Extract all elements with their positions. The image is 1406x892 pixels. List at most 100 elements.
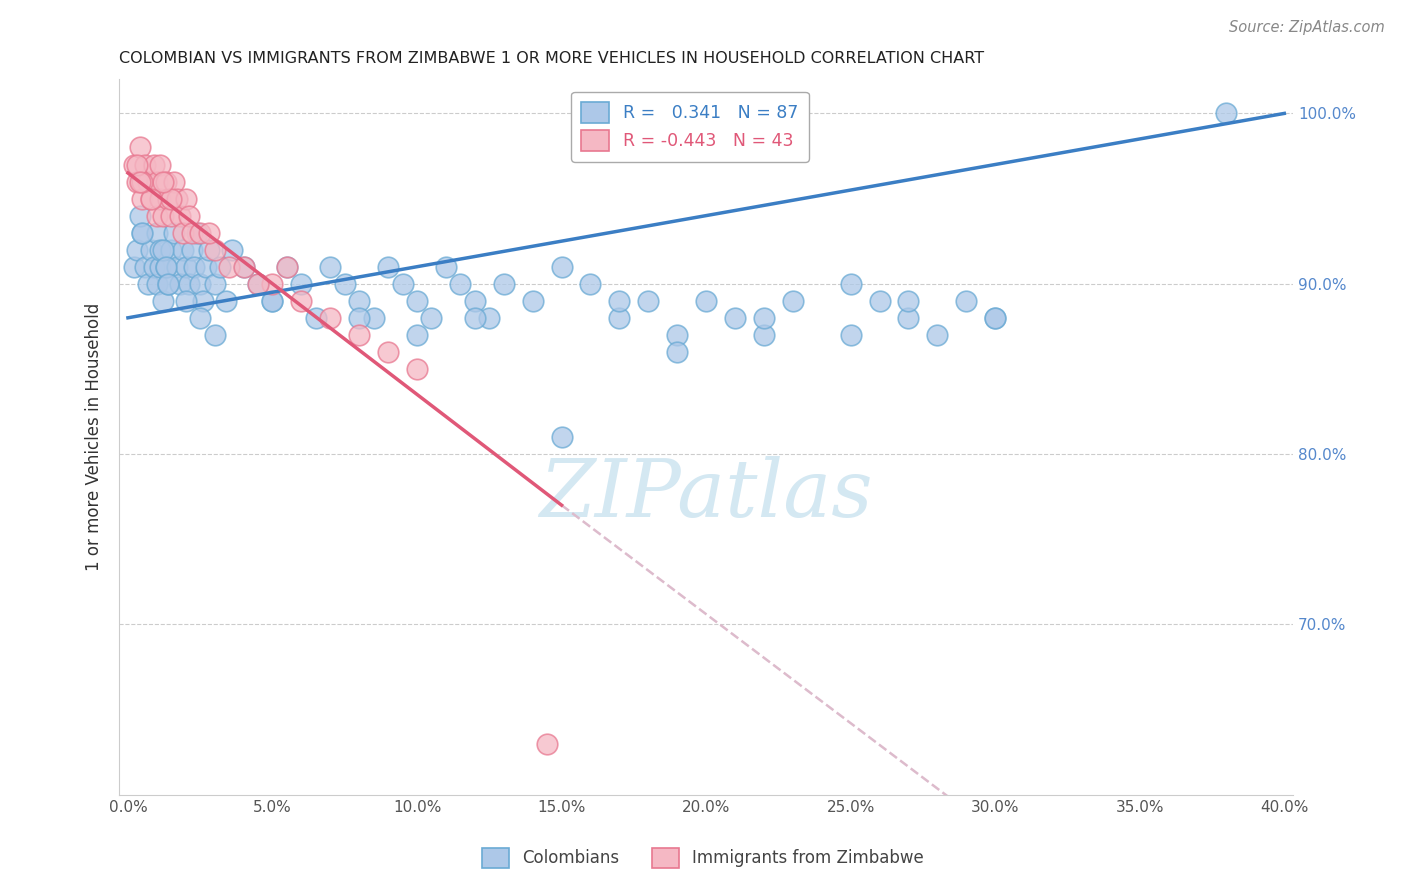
Point [262, 277, 284, 291]
Point [160, 192, 183, 206]
Point [149, 192, 172, 206]
Point [166, 192, 188, 206]
Point [177, 277, 200, 291]
Point [984, 310, 1007, 325]
Point [209, 260, 232, 274]
Point [146, 277, 169, 291]
Point [128, 175, 150, 189]
Point [377, 260, 399, 274]
Y-axis label: 1 or more Vehicles in Household: 1 or more Vehicles in Household [86, 303, 103, 571]
Point [152, 293, 174, 308]
Point [449, 277, 471, 291]
Point [177, 209, 200, 223]
Point [152, 175, 174, 189]
Point [122, 260, 145, 274]
Point [163, 226, 186, 240]
Point [188, 310, 211, 325]
Point [478, 310, 501, 325]
Point [464, 293, 486, 308]
Point [221, 243, 243, 257]
Point [169, 209, 191, 223]
Point [319, 310, 342, 325]
Point [1215, 106, 1237, 120]
Point [218, 260, 240, 274]
Point [927, 327, 949, 342]
Point [377, 344, 399, 359]
Point [232, 260, 254, 274]
Point [191, 293, 214, 308]
Point [186, 226, 208, 240]
Point [347, 327, 370, 342]
Point [420, 310, 443, 325]
Point [319, 260, 342, 274]
Point [666, 327, 689, 342]
Point [204, 327, 226, 342]
Point [136, 175, 159, 189]
Point [609, 293, 631, 308]
Point [752, 327, 775, 342]
Point [125, 175, 148, 189]
Point [897, 293, 920, 308]
Point [579, 277, 602, 291]
Point [536, 737, 558, 751]
Point [146, 209, 169, 223]
Point [290, 277, 312, 291]
Point [198, 243, 221, 257]
Point [136, 277, 159, 291]
Point [183, 260, 205, 274]
Point [163, 175, 186, 189]
Point [262, 293, 284, 308]
Point [347, 310, 370, 325]
Point [139, 192, 162, 206]
Point [666, 344, 689, 359]
Legend: R =   0.341   N = 87, R = -0.443   N = 43: R = 0.341 N = 87, R = -0.443 N = 43 [571, 92, 808, 161]
Point [363, 310, 385, 325]
Point [180, 226, 202, 240]
Point [155, 175, 177, 189]
Point [391, 277, 413, 291]
Point [609, 310, 631, 325]
Point [550, 430, 572, 444]
Point [839, 327, 862, 342]
Point [139, 243, 162, 257]
Point [152, 243, 174, 257]
Point [464, 310, 486, 325]
Point [169, 277, 191, 291]
Point [180, 243, 202, 257]
Text: ZIPatlas: ZIPatlas [540, 456, 873, 533]
Text: COLOMBIAN VS IMMIGRANTS FROM ZIMBABWE 1 OR MORE VEHICLES IN HOUSEHOLD CORRELATIO: COLOMBIAN VS IMMIGRANTS FROM ZIMBABWE 1 … [120, 51, 984, 66]
Point [188, 226, 211, 240]
Point [897, 310, 920, 325]
Point [128, 209, 150, 223]
Point [146, 175, 169, 189]
Point [839, 277, 862, 291]
Point [143, 157, 166, 171]
Point [131, 226, 153, 240]
Point [174, 192, 197, 206]
Point [172, 243, 194, 257]
Point [157, 192, 180, 206]
Point [125, 243, 148, 257]
Point [724, 310, 747, 325]
Point [955, 293, 977, 308]
Point [637, 293, 659, 308]
Point [157, 277, 180, 291]
Point [204, 277, 226, 291]
Point [131, 226, 153, 240]
Point [149, 260, 172, 274]
Point [276, 260, 298, 274]
Legend: Colombians, Immigrants from Zimbabwe: Colombians, Immigrants from Zimbabwe [475, 841, 931, 875]
Point [160, 209, 183, 223]
Point [869, 293, 891, 308]
Point [305, 310, 328, 325]
Point [125, 157, 148, 171]
Point [406, 362, 429, 376]
Point [143, 260, 166, 274]
Point [128, 140, 150, 154]
Point [215, 293, 238, 308]
Point [160, 243, 183, 257]
Point [157, 277, 180, 291]
Point [155, 260, 177, 274]
Point [434, 260, 457, 274]
Point [752, 310, 775, 325]
